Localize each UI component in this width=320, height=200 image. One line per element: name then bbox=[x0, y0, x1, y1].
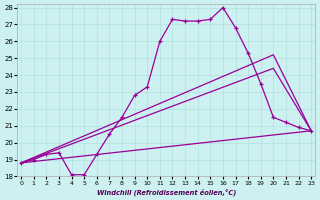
X-axis label: Windchill (Refroidissement éolien,°C): Windchill (Refroidissement éolien,°C) bbox=[97, 188, 236, 196]
